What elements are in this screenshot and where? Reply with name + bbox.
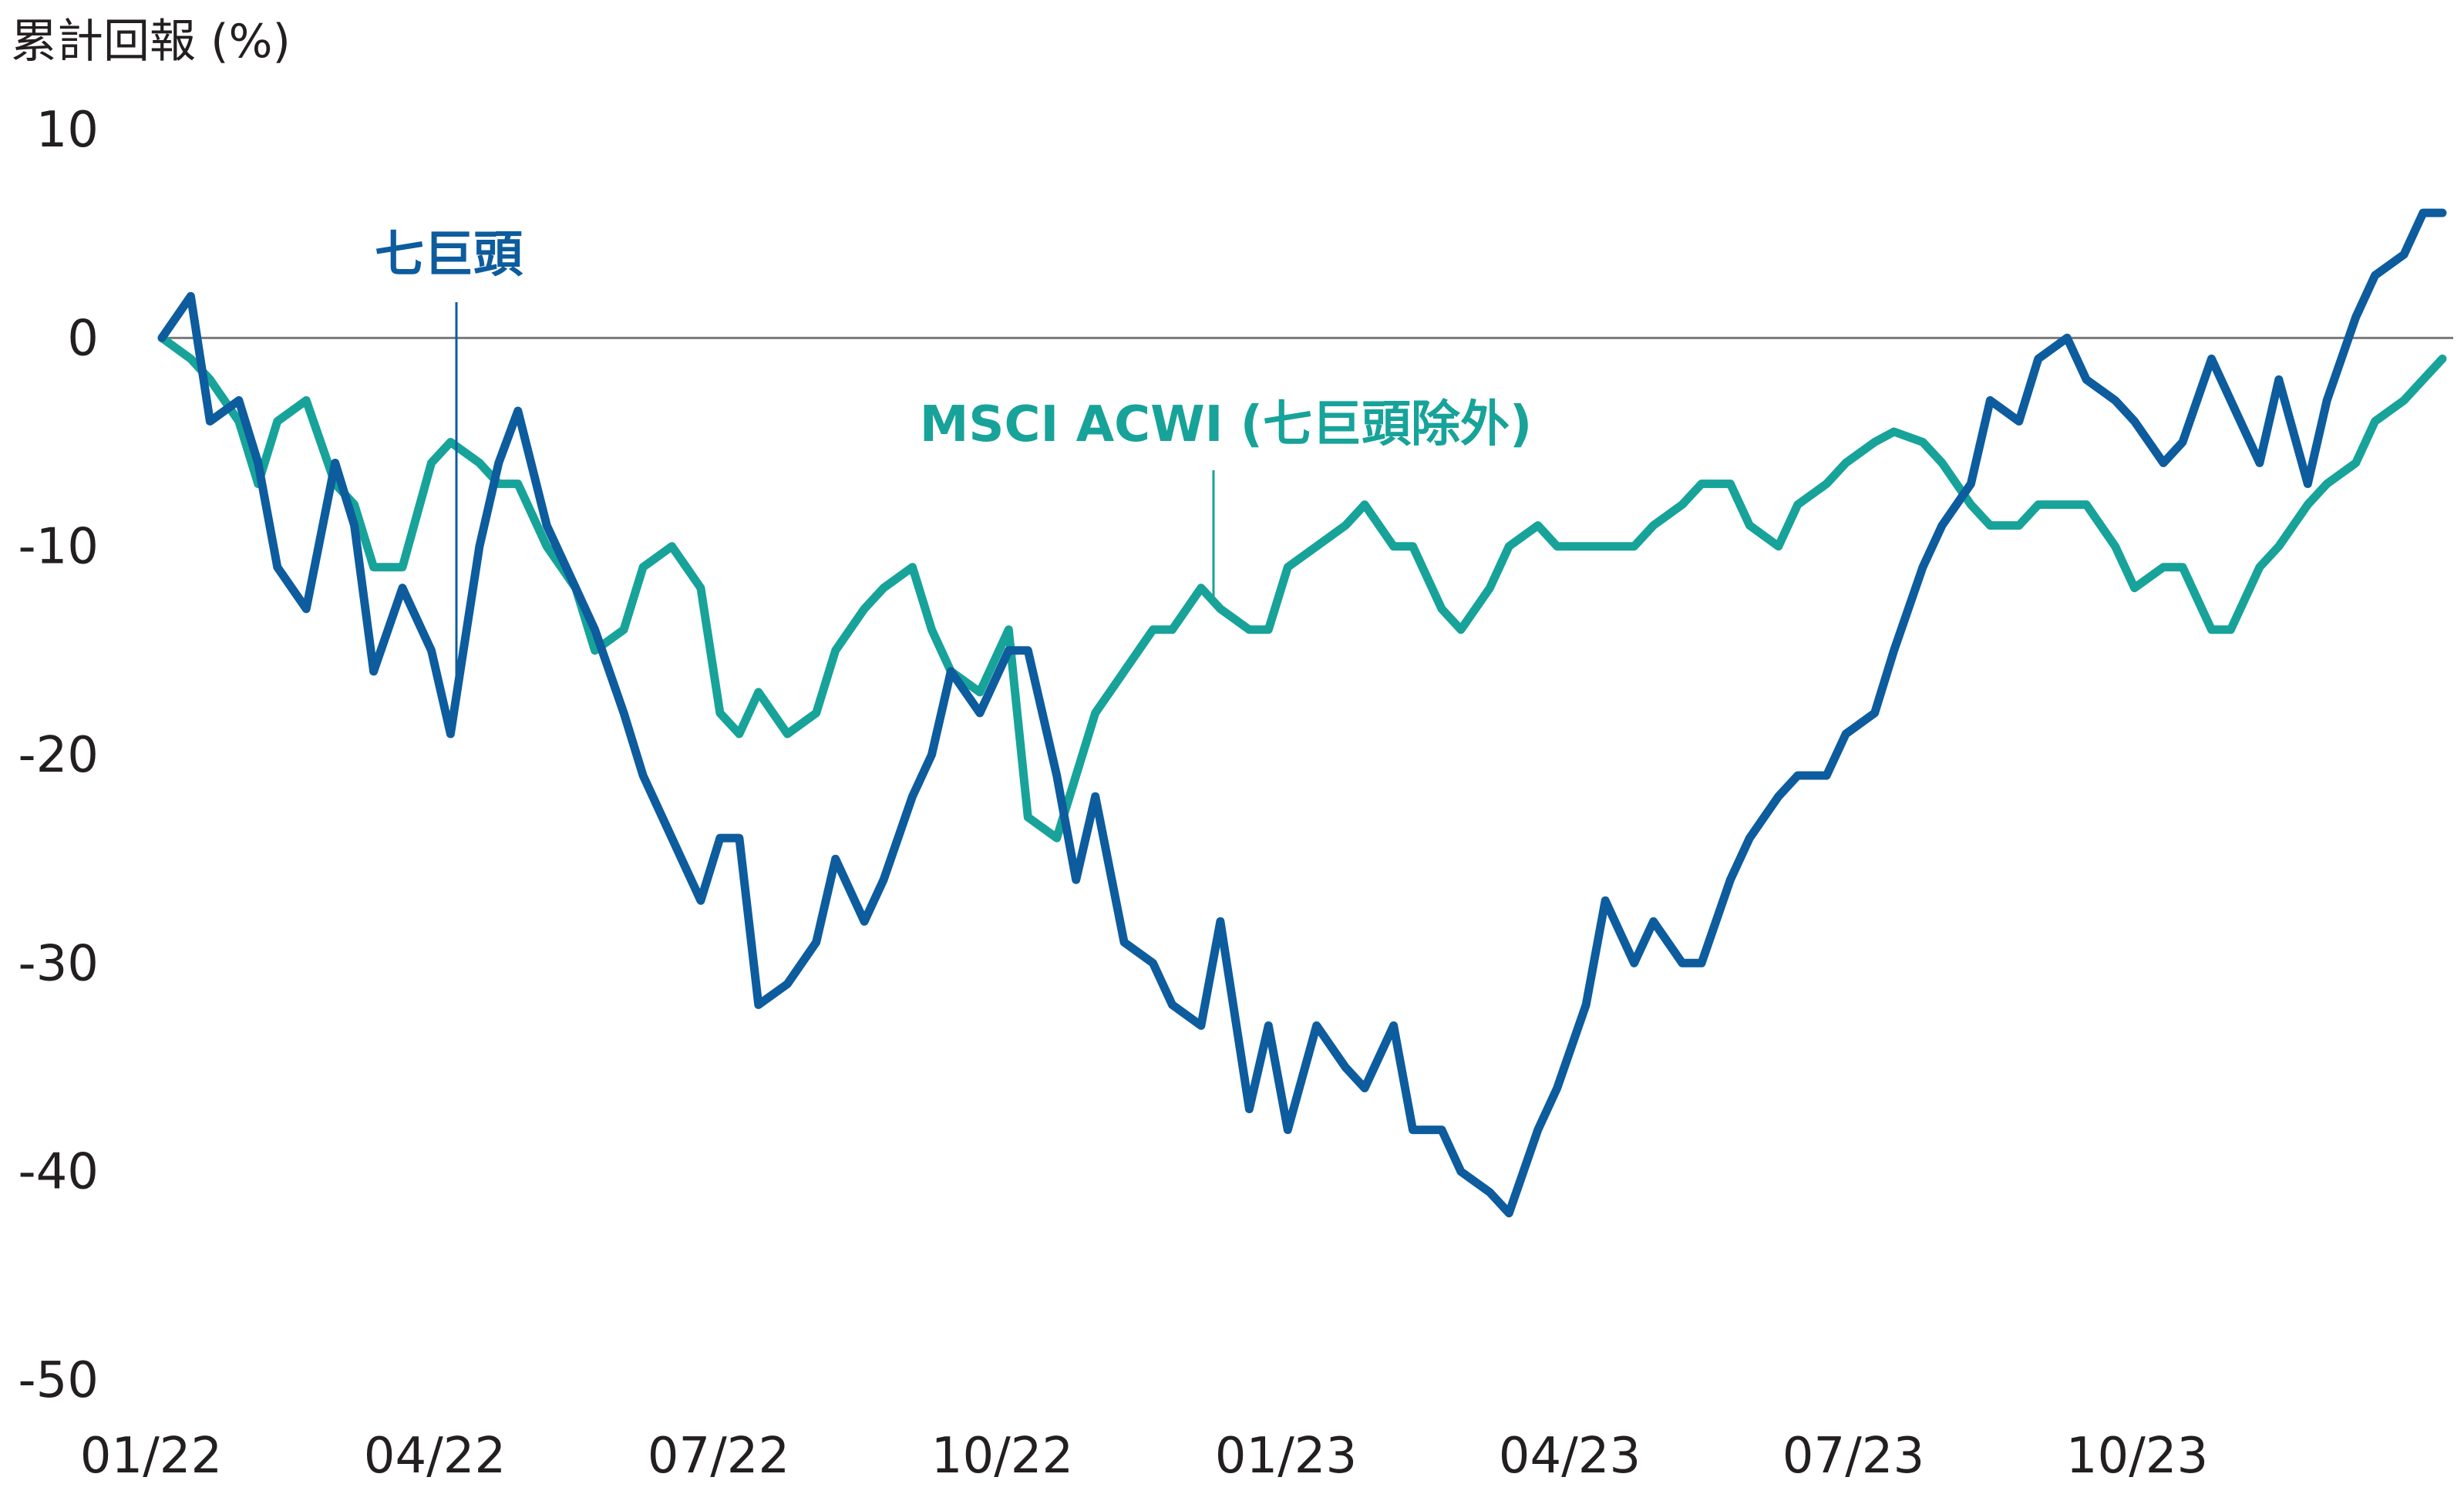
x-tick-label: 10/23: [2066, 1428, 2208, 1485]
y-tick-label: -30: [18, 935, 99, 992]
series-line-1: [157, 333, 2447, 843]
series-layer: [157, 208, 2447, 1218]
annotation-layer: 七巨頭 MSCI ACWI (七巨頭除外): [375, 227, 1532, 696]
series-line-0: [157, 208, 2447, 1218]
x-tick-label: 04/23: [1499, 1428, 1641, 1485]
y-tick-label: 10: [36, 102, 99, 159]
annotation-label: 七巨頭: [375, 227, 523, 284]
x-tick-label: 07/23: [1782, 1428, 1924, 1485]
x-tick-label: 01/22: [80, 1428, 222, 1485]
y-tick-label: 0: [67, 310, 99, 367]
y-tick-label: -10: [18, 519, 99, 576]
annotation-label: MSCI ACWI (七巨頭除外): [920, 396, 1533, 453]
y-tick-label: -40: [18, 1144, 99, 1201]
x-tick-label: 07/22: [648, 1428, 789, 1485]
y-tick-label: -20: [18, 727, 99, 784]
x-tick-label: 04/22: [364, 1428, 506, 1485]
x-axis-ticks: 01/22 04/22 07/22 10/22 01/23 04/23 07/23 10/23: [80, 1428, 2208, 1485]
y-axis-title: 累計回報 (%): [11, 15, 291, 69]
y-tick-label: -50: [18, 1352, 99, 1409]
x-tick-label: 10/22: [931, 1428, 1073, 1485]
y-axis-ticks: 10 0 -10 -20 -30 -40 -50: [18, 102, 99, 1409]
x-tick-label: 01/23: [1215, 1428, 1357, 1485]
